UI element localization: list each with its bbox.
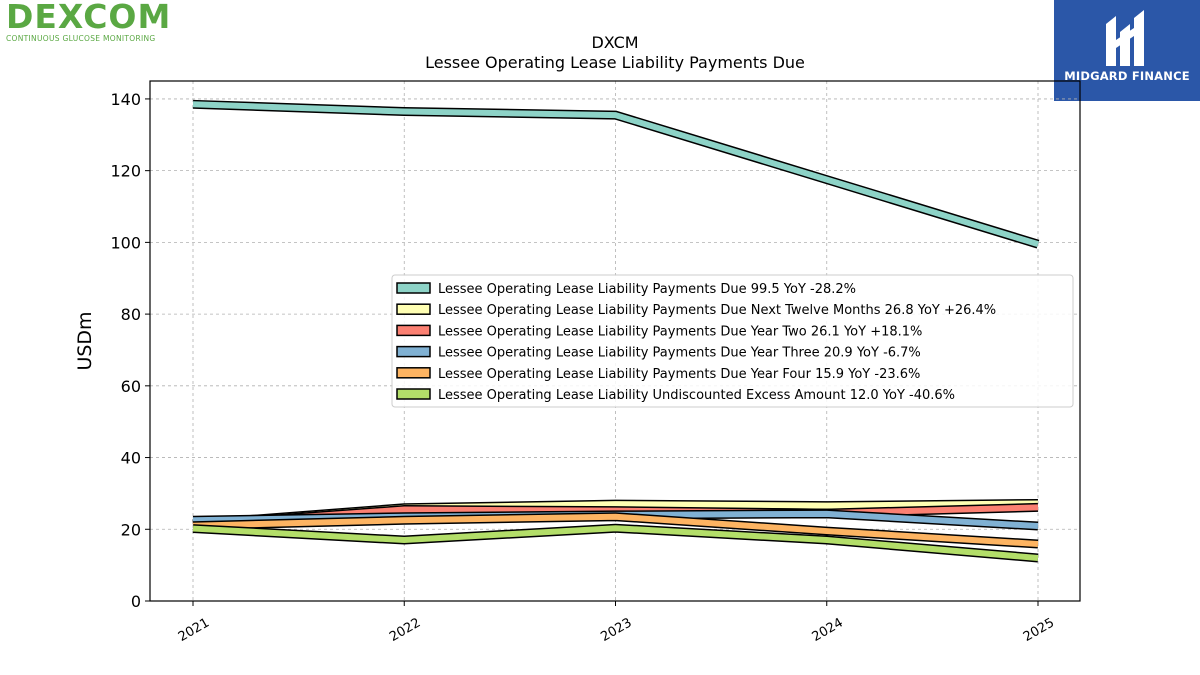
series-line	[192, 101, 1039, 248]
chart-subtitle: Lessee Operating Lease Liability Payment…	[425, 53, 805, 72]
publisher-badge: MIDGARD FINANCE	[1054, 0, 1200, 101]
publisher-name: MIDGARD FINANCE	[1064, 69, 1190, 83]
y-tick-label: 60	[121, 377, 141, 396]
company-tagline: CONTINUOUS GLUCOSE MONITORING	[6, 34, 156, 43]
legend-entry-label: Lessee Operating Lease Liability Payment…	[438, 282, 856, 297]
legend-swatch	[396, 303, 431, 315]
x-tick-label: 2022	[387, 615, 423, 645]
y-tick-label: 40	[121, 449, 141, 468]
x-tick-label: 2025	[1021, 615, 1057, 645]
legend-swatch	[396, 388, 431, 400]
y-tick-label: 20	[121, 520, 141, 539]
legend-entry-label: Lessee Operating Lease Liability Payment…	[438, 367, 920, 382]
x-tick-label: 2023	[598, 615, 634, 645]
legend-entry-label: Lessee Operating Lease Liability Payment…	[438, 324, 922, 339]
y-axis-ticks: 0 20 40 60 80 100 120 140	[110, 90, 150, 611]
x-axis-ticks: 2021 2022 2023 2024 2025	[176, 601, 1057, 645]
legend-entry-label: Lessee Operating Lease Liability Payment…	[438, 346, 921, 361]
y-tick-label: 120	[110, 162, 141, 181]
x-tick-label: 2021	[176, 615, 212, 645]
legend-entry-label: Lessee Operating Lease Liability Payment…	[438, 303, 996, 318]
legend-swatch	[396, 345, 431, 358]
y-tick-label: 100	[110, 233, 141, 252]
y-axis-label: USDm	[74, 311, 96, 370]
legend-swatch	[396, 324, 431, 337]
y-tick-label: 80	[121, 305, 141, 324]
series-line	[192, 513, 1039, 547]
series-line	[192, 525, 1039, 561]
legend: Lessee Operating Lease Liability Payment…	[391, 274, 1074, 408]
legend-swatch	[396, 282, 431, 294]
series-lines	[192, 99, 1040, 563]
legend-entry-label: Lessee Operating Lease Liability Undisco…	[438, 388, 955, 403]
y-tick-label: 0	[131, 592, 141, 611]
company-logo-wordmark: DEXCOM	[6, 0, 172, 36]
legend-swatch	[396, 367, 431, 379]
midgard-m-logo-icon	[1106, 10, 1144, 66]
x-tick-label: 2024	[810, 615, 846, 645]
company-logo: DEXCOM CONTINUOUS GLUCOSE MONITORING	[6, 0, 171, 43]
y-tick-label: 140	[110, 90, 141, 109]
chart-title: DXCM	[591, 33, 638, 52]
legend-box	[391, 274, 1074, 408]
